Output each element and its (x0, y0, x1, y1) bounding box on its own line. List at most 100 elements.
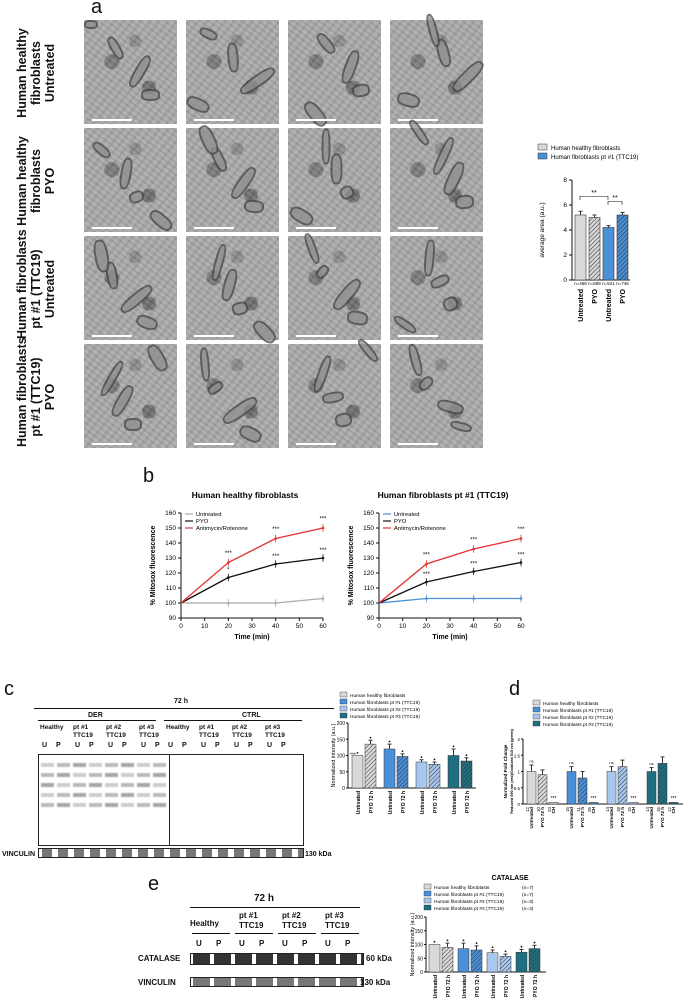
band (105, 763, 118, 767)
data-point (425, 562, 428, 566)
bar (574, 214, 587, 281)
y-tick-label: 50 (339, 770, 345, 776)
significance-bracket (607, 200, 623, 205)
row-label-line: pt #1 (TTC19) (29, 357, 43, 437)
band (89, 773, 102, 777)
x-tick-label: Untreated (491, 975, 497, 998)
y-tick-label: 200 (415, 915, 424, 921)
lane-label: pt #2 (282, 911, 301, 920)
significance-bracket (579, 195, 609, 200)
bar (548, 802, 559, 805)
legend-swatch (532, 713, 541, 720)
y-tick-label: 150 (363, 525, 374, 532)
band (89, 793, 102, 797)
band (105, 793, 118, 797)
bar (526, 771, 537, 805)
band (105, 773, 118, 777)
mitochondrion (124, 418, 142, 431)
mitochondrion (311, 353, 334, 395)
x-tick-label: PYO (620, 288, 627, 303)
band (121, 763, 134, 767)
em-micrograph (184, 20, 279, 124)
y-tick-label: 140 (165, 540, 176, 547)
legend-swatch (532, 699, 541, 706)
lane-p: P (215, 742, 220, 749)
lane-u: U (196, 939, 202, 948)
mitochondrion (134, 312, 160, 333)
bar (428, 944, 441, 973)
band (57, 763, 70, 767)
em-grid (84, 12, 487, 460)
y-axis-title: Normalized intensity (a.u.) (331, 723, 337, 787)
mitochondrion (355, 336, 381, 365)
bar (364, 743, 377, 789)
vinculin-kda: 130 kDa (305, 851, 332, 858)
x-tick-label: CH (671, 806, 676, 813)
lane-divider (192, 933, 230, 934)
mitochondrion (302, 231, 322, 266)
band (41, 803, 54, 807)
catalase-kda: 60 kDa (366, 954, 392, 963)
lane-label: pt #1 (199, 724, 215, 731)
band (137, 783, 150, 787)
n-label: 15 (656, 807, 661, 813)
lane-u: U (168, 742, 174, 749)
row-label: Human fibroblasts pt #1 (TTC19) PYO (15, 337, 65, 447)
em-micrograph (288, 20, 381, 130)
data-point (465, 754, 468, 757)
significance-star: *** (423, 553, 431, 559)
legend-n: (n=7) (522, 885, 534, 891)
scale-bar (398, 227, 438, 229)
scale-bar (398, 119, 438, 121)
x-tick-label: Untreated (452, 791, 458, 814)
x-tick-label: PYO (592, 288, 599, 303)
legend-swatch (339, 691, 348, 698)
mitochondrion (219, 393, 261, 428)
n-label: 11 (576, 807, 581, 812)
x-tick-label: PYO 72 h (504, 975, 510, 997)
vinculin-label: VINCULIN (138, 978, 176, 987)
data-point (472, 547, 475, 551)
row-label: Human healthy fibroblasts Untreated (15, 23, 65, 123)
scale-bar (296, 227, 336, 229)
row-label-line: Human fibroblasts (15, 229, 29, 339)
significance-star: *** (591, 796, 597, 802)
legend-label: Human fibroblasts pt #2 (TTC19) (434, 899, 504, 905)
scale-bar (398, 335, 438, 337)
mitochondrion (108, 382, 137, 420)
legend-swatch (423, 890, 432, 897)
lane-divider (235, 933, 273, 934)
lane-label: TTC19 (325, 921, 350, 930)
row-labels: Human healthy fibroblasts Untreated Human h… (0, 20, 80, 460)
legend-label: Antimycin/Rotenone (196, 526, 248, 532)
mitochondrion (117, 281, 156, 317)
x-tick-label: 60 (319, 623, 327, 630)
lane-label: pt #3 (265, 724, 281, 731)
row-label-line: PYO (43, 383, 57, 411)
series-line (378, 597, 521, 604)
panel-label-c: c (4, 678, 14, 700)
band (153, 793, 166, 797)
scale-bar (92, 119, 132, 121)
y-tick-label: 130 (363, 555, 374, 562)
x-tick-label: PYO 72 h (540, 807, 545, 827)
panel-label-d: d (509, 678, 521, 700)
x-tick-label: 30 (446, 623, 454, 630)
n-label: n=746 (616, 281, 629, 286)
lane-u: U (141, 742, 147, 749)
lane-u: U (267, 742, 273, 749)
y-tick-label: 110 (364, 585, 375, 592)
lane-label: TTC19 (232, 732, 252, 739)
data-point (369, 736, 372, 739)
legend-label: PYO (394, 519, 407, 525)
mitochondrion (226, 42, 240, 73)
mitochondrion (199, 347, 211, 382)
x-tick-label: 0 (377, 623, 381, 630)
em-micrograph (288, 336, 381, 448)
mitochondrion (351, 82, 371, 99)
row-label-line: Human fibroblasts (15, 337, 29, 447)
data-point (520, 945, 523, 948)
y-tick-label: 110 (166, 585, 177, 592)
